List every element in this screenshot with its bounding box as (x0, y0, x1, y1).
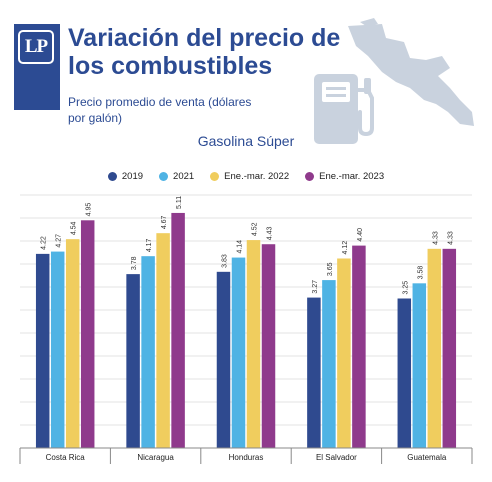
bar (246, 240, 261, 448)
fuel-pump-hose (356, 88, 374, 137)
bar (322, 280, 336, 448)
lp-logo: LP (14, 24, 60, 110)
data-label: 4.54 (71, 221, 78, 235)
data-label: 4.33 (447, 231, 454, 245)
bar (80, 220, 95, 448)
page-subtitle: Precio promedio de venta (dólares por ga… (68, 95, 252, 125)
bar (35, 253, 50, 448)
data-label: 3.65 (327, 262, 334, 276)
category-label: Honduras (229, 453, 264, 462)
bar (156, 233, 170, 448)
legend-item-2021: 2021 (159, 171, 194, 182)
legend-item-2022: Ene.-mar. 2022 (210, 171, 289, 182)
map-shape-small (360, 18, 378, 26)
bar (50, 251, 65, 448)
fuel-pump-line-1 (326, 87, 346, 90)
map-shape (348, 24, 474, 126)
legend-swatch (210, 172, 220, 181)
bar (126, 274, 140, 448)
lp-logo-mark: LP (18, 30, 54, 64)
category-label: El Salvador (316, 453, 357, 462)
category-label: Nicaragua (137, 453, 174, 462)
bar (352, 245, 366, 448)
data-label: 4.22 (41, 236, 48, 250)
bar (231, 257, 246, 448)
data-label: 3.25 (402, 281, 409, 295)
chart-legend: 2019 2021 Ene.-mar. 2022 Ene.-mar. 2023 (0, 171, 492, 182)
data-label: 4.43 (267, 226, 274, 240)
bar (216, 271, 231, 448)
bar (412, 283, 427, 448)
data-label: 3.27 (312, 280, 319, 294)
legend-item-2019: 2019 (107, 171, 144, 182)
bar (427, 248, 442, 448)
data-label: 5.11 (176, 196, 183, 209)
bar (337, 258, 351, 448)
data-label: 4.67 (161, 215, 168, 229)
page-title: Variación del precio de los combustibles (68, 24, 341, 80)
legend-label: Ene.-mar. 2023 (319, 171, 385, 182)
category-label: Costa Rica (46, 453, 86, 462)
legend-label: 2021 (173, 171, 195, 182)
central-america-map-icon (314, 18, 474, 144)
bar (442, 248, 457, 448)
data-label: 4.17 (146, 238, 153, 252)
data-label: 3.58 (417, 266, 424, 280)
data-label: 4.27 (56, 234, 63, 248)
legend-label: 2019 (121, 171, 144, 182)
category-label: Guatemala (407, 453, 447, 462)
data-label: 4.12 (342, 241, 349, 255)
legend-swatch (159, 172, 169, 181)
data-label: 4.40 (357, 228, 364, 242)
data-label: 4.33 (432, 231, 439, 245)
fuel-pump-nozzle (364, 78, 371, 94)
data-label: 4.95 (86, 203, 93, 217)
data-label: 4.52 (252, 222, 259, 236)
data-label: 3.78 (131, 256, 138, 270)
fuel-pump-icon (314, 74, 374, 144)
data-label: 3.83 (222, 254, 229, 268)
legend-swatch (305, 172, 315, 181)
bar (397, 298, 412, 448)
legend-swatch (107, 172, 117, 181)
data-label: 4.14 (237, 240, 244, 254)
legend-item-2023: Ene.-mar. 2023 (305, 171, 384, 182)
bar (307, 297, 321, 448)
bar (171, 212, 185, 448)
bar (65, 239, 80, 448)
bar (141, 256, 155, 448)
fuel-pump-line-2 (326, 94, 346, 97)
legend-label: Ene.-mar. 2022 (224, 171, 290, 182)
bar (261, 244, 276, 448)
chart-title: Gasolina Súper (197, 133, 295, 149)
